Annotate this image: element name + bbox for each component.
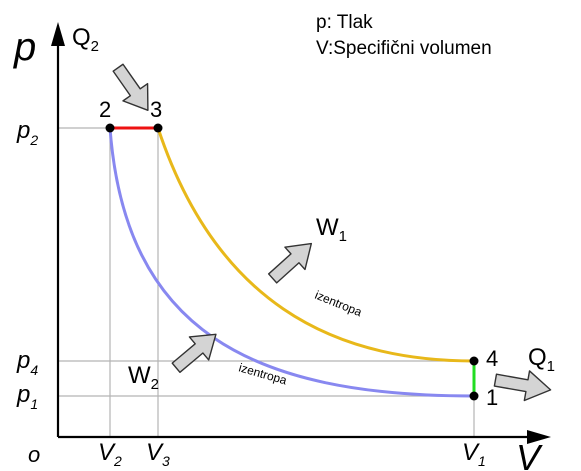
q2-arrow-icon: [112, 63, 149, 111]
tick-v3: V3: [146, 439, 170, 469]
work-in-label: W2: [128, 362, 159, 393]
heat-out-label: Q1: [528, 344, 555, 375]
state-point-1: [469, 391, 479, 401]
tick-v2: V2: [98, 439, 122, 469]
tick-v1: V1: [462, 439, 486, 469]
work-out-label: W1: [316, 214, 347, 245]
legend-volume: V:Specifični volumen: [316, 38, 492, 59]
y-axis-arrowhead-icon: [51, 22, 65, 46]
x-axis-arrowhead-icon: [527, 430, 551, 444]
state-point-2: [105, 123, 115, 133]
point-label-1: 1: [486, 385, 498, 410]
point-label-4: 4: [486, 346, 498, 371]
heat-in-label: Q2: [72, 24, 99, 55]
tick-p1: p1: [16, 381, 38, 412]
state-points: [105, 123, 479, 401]
x-axis-symbol: V: [516, 437, 543, 471]
origin-label: o: [28, 442, 40, 467]
tick-p4: p4: [16, 347, 38, 378]
state-point-4: [469, 356, 479, 366]
arrows: [112, 63, 552, 402]
guide-lines: [58, 127, 475, 437]
upper-isentrope-curve: [156, 127, 475, 363]
legend-pressure: p: Tlak: [316, 12, 373, 33]
q1-arrow-icon: [493, 370, 552, 402]
w2-arrow-icon: [171, 333, 217, 374]
y-axis-symbol: p: [13, 25, 36, 69]
point-label-3: 3: [150, 97, 162, 122]
w1-arrow-icon: [267, 242, 313, 284]
tick-p2: p2: [16, 117, 38, 148]
state-point-3: [153, 123, 163, 133]
axes: [51, 22, 551, 444]
upper-isentrope-label: izentropa: [313, 288, 364, 320]
point-label-2: 2: [99, 97, 111, 122]
